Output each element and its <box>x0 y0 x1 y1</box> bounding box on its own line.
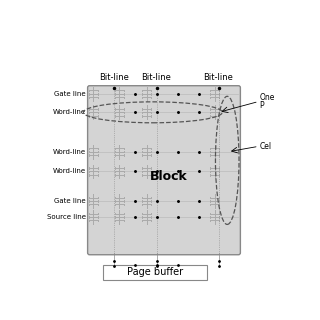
Text: Cel: Cel <box>260 142 272 151</box>
Text: Gate line: Gate line <box>54 91 86 97</box>
Text: Source line: Source line <box>47 214 86 220</box>
Text: P: P <box>260 101 264 110</box>
FancyBboxPatch shape <box>103 265 207 280</box>
Text: Bit-line: Bit-line <box>204 73 234 82</box>
Text: Bit-line: Bit-line <box>100 73 129 82</box>
Text: Word-line: Word-line <box>53 168 86 174</box>
Text: Word-line: Word-line <box>53 109 86 115</box>
Text: One: One <box>260 93 275 102</box>
FancyBboxPatch shape <box>88 86 240 255</box>
Text: Gate line: Gate line <box>54 198 86 204</box>
Text: Bit-line: Bit-line <box>142 73 172 82</box>
Text: Word-line: Word-line <box>53 149 86 155</box>
Text: Page buffer: Page buffer <box>127 268 183 277</box>
Text: Block: Block <box>150 170 188 183</box>
